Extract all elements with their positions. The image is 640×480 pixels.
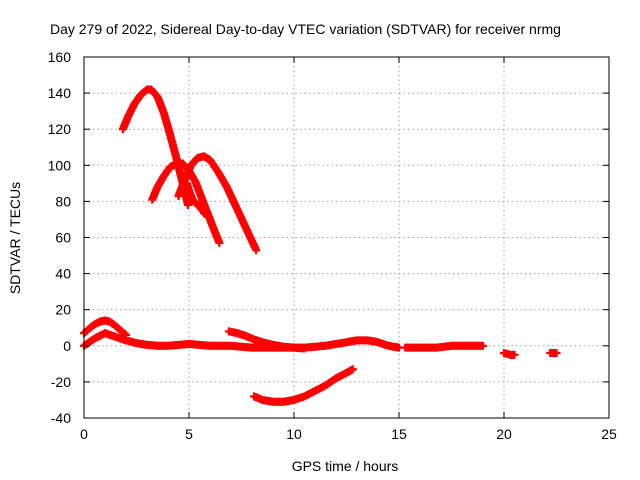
data-point: [183, 201, 192, 210]
y-tick-label: 20: [55, 302, 71, 318]
data-point: [552, 349, 561, 358]
series-arc-5: [80, 316, 130, 339]
y-tick-label: 100: [48, 157, 72, 173]
y-tick-label: 160: [48, 49, 72, 65]
x-tick-labels: 0 5 10 15 20 25: [80, 426, 617, 442]
series-arc-9: [401, 341, 487, 352]
data-point: [479, 341, 487, 350]
data-point: [215, 238, 224, 247]
y-tick-label: 80: [55, 193, 71, 209]
series-arc-3: [174, 152, 261, 255]
y-axis-label: SDTVAR / TECUs: [7, 182, 23, 294]
y-tick-label: 140: [48, 85, 72, 101]
y-tick-label: -20: [51, 374, 71, 390]
series-arc-10: [500, 349, 519, 359]
x-tick-label: 25: [601, 426, 617, 442]
x-tick-label: 15: [391, 426, 407, 442]
y-tick-labels: -40 -20 0 20 40 60 80 100 120 140 160: [48, 49, 72, 426]
series-arc-7: [224, 327, 309, 353]
data-point: [252, 246, 261, 255]
data-series: [80, 85, 561, 406]
series-arc-8: [250, 365, 357, 406]
x-tick-label: 0: [80, 426, 88, 442]
x-tick-label: 5: [185, 426, 193, 442]
data-point: [348, 365, 357, 374]
y-tick-label: -40: [51, 410, 71, 426]
y-tick-label: 120: [48, 121, 72, 137]
data-point: [200, 210, 209, 219]
x-axis-label: GPS time / hours: [292, 458, 399, 474]
x-tick-label: 10: [286, 426, 302, 442]
data-point: [510, 350, 519, 359]
y-tick-label: 40: [55, 266, 71, 282]
chart-title: Day 279 of 2022, Sidereal Day-to-day VTE…: [50, 21, 561, 37]
series-arc-4: [182, 179, 209, 219]
y-tick-label: 60: [55, 230, 71, 246]
y-tick-label: 0: [63, 338, 71, 354]
data-point: [300, 344, 309, 353]
axis-ticks: [83, 56, 610, 419]
series-arc-11: [546, 349, 561, 358]
x-tick-label: 20: [496, 426, 512, 442]
